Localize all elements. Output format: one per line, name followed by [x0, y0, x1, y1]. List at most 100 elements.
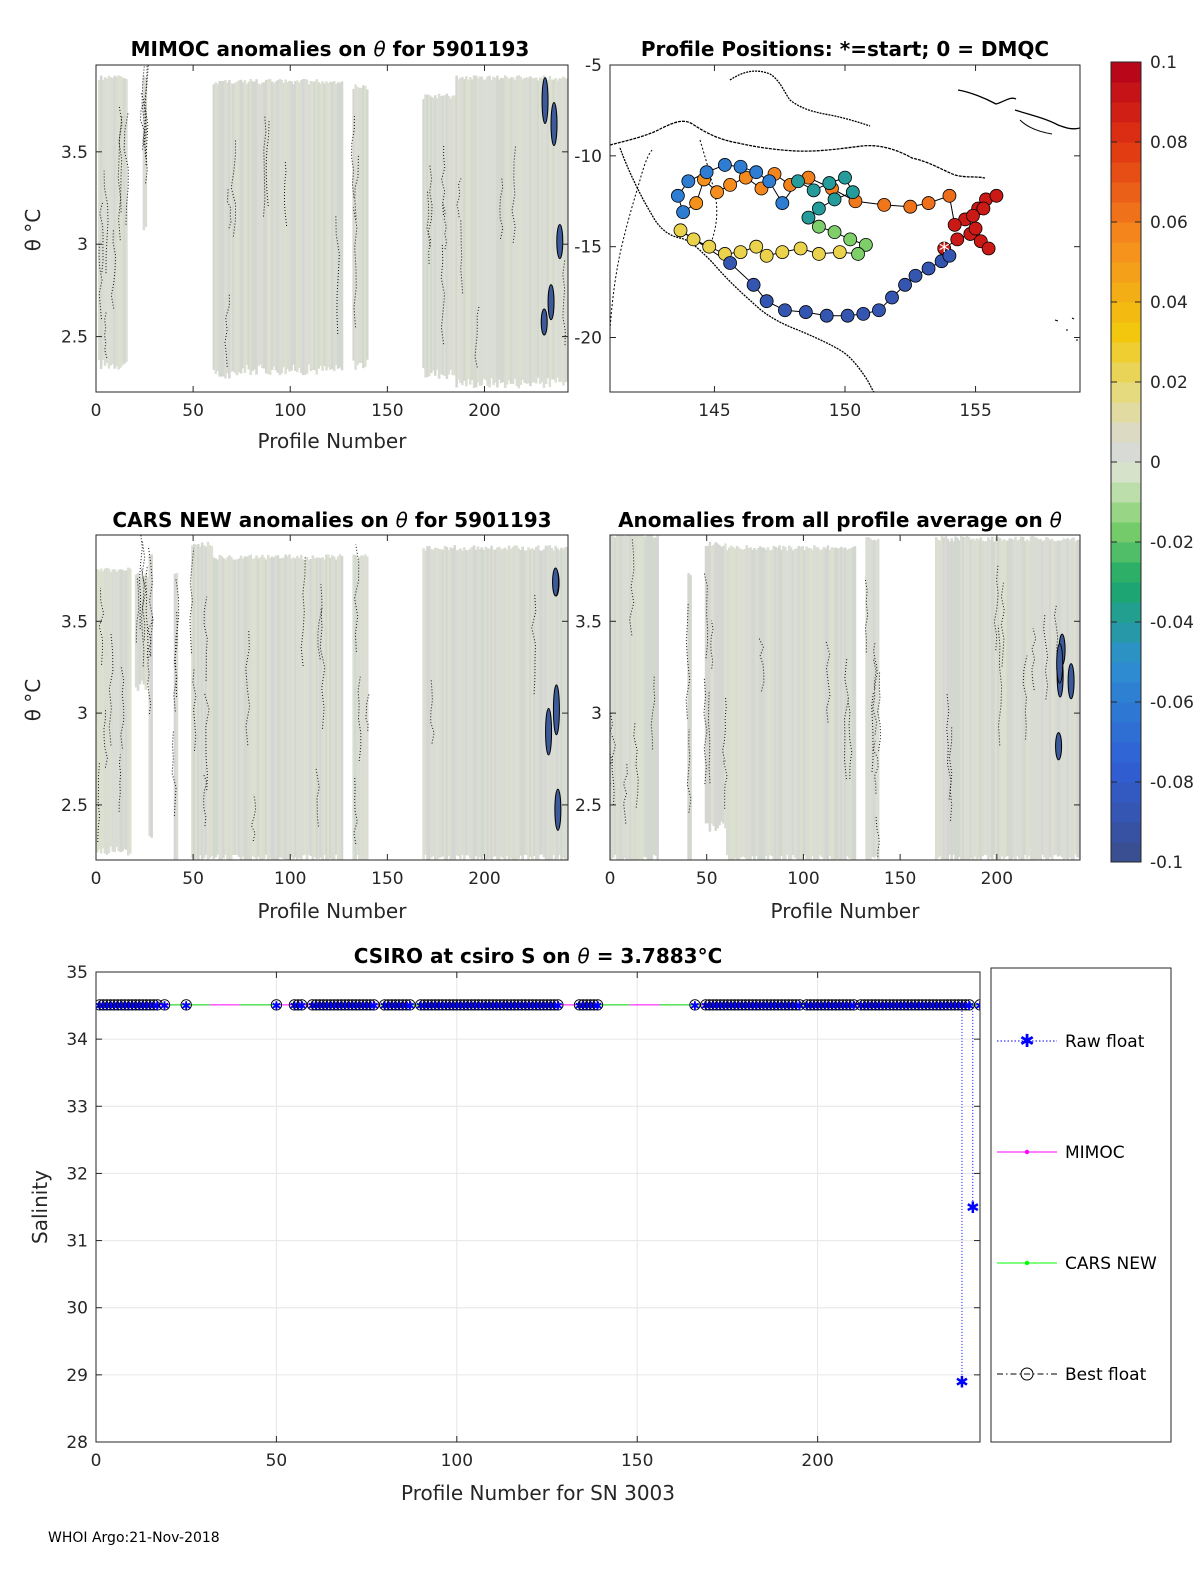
csiro-salinity-panel: CSIRO at csiro S on θ = 3.7883°C ✱✱✱✱✱✱✱…: [28, 944, 981, 1505]
mimoc-anomalies-anomaly-column: [533, 78, 536, 383]
profile-position-marker: [717, 158, 732, 172]
colorbar-tick-label: -0.1: [1150, 853, 1183, 873]
profile-average-anomalies-anomaly-column: [1010, 538, 1013, 860]
cars-anomalies-x-tick-label: 100: [274, 869, 306, 889]
cars-anomalies-anomaly-column: [288, 554, 291, 860]
profile-average-anomalies-anomaly-column: [934, 537, 938, 860]
mimoc-anomalies-anomaly-column: [321, 81, 324, 371]
mimoc-anomalies-anomaly-column: [364, 85, 367, 367]
profile-positions-panel: Profile Positions: *=start; 0 = DMQC * 1…: [574, 37, 1081, 421]
raw-float-marker: ✱: [784, 999, 794, 1013]
profile-position-marker: [733, 245, 748, 260]
profile-average-anomalies-anomaly-column: [938, 540, 942, 857]
profile-average-anomalies-anomaly-column: [640, 535, 644, 860]
colorbar-step: [1111, 782, 1141, 803]
profile-average-anomalies-anomaly-column: [789, 547, 793, 860]
cars-anomalies-anomaly-column: [282, 557, 286, 859]
mimoc-anomalies-x-tick-label: 100: [274, 401, 306, 421]
profile-average-anomalies-anomaly-column: [815, 547, 818, 860]
profile-average-anomalies-anomaly-column: [805, 546, 808, 860]
profile-average-anomalies-anomaly-column: [687, 573, 690, 860]
mimoc-anomalies-contour-line: [426, 191, 432, 264]
profile-position-marker: [759, 248, 774, 263]
mimoc-anomalies-anomaly-column: [554, 78, 557, 383]
mimoc-anomalies-anomaly-column: [334, 83, 338, 366]
cars-anomalies-anomaly-column: [422, 548, 425, 860]
mimoc-anomalies-contour-line: [224, 293, 230, 367]
mimoc-anomalies-anomaly-column: [453, 95, 456, 376]
mimoc-anomalies-anomaly-column: [315, 79, 319, 375]
profile-average-anomalies-anomaly-column: [830, 547, 834, 860]
cars-anomalies-anomaly-column: [305, 557, 309, 860]
colorbar-step: [1111, 262, 1141, 283]
mimoc-anomalies-anomaly-column: [97, 80, 101, 360]
profile-average-anomalies-negative-anomaly-blob: [1056, 643, 1064, 684]
raw-float-marker: ✱: [152, 999, 162, 1013]
raw-float-marker: ✱: [344, 999, 354, 1013]
legend-label-mimoc: MIMOC: [1065, 1143, 1125, 1163]
raw-float-marker: ✱: [831, 999, 841, 1013]
best-float-marker: [180, 999, 192, 1011]
salinity-y-tick-label: 29: [66, 1366, 88, 1386]
colorbar-step: [1111, 462, 1141, 483]
raw-float-marker: ✱: [935, 999, 945, 1013]
profile-position-marker: [778, 303, 792, 318]
salinity-y-axis-label: Salinity: [28, 1170, 52, 1244]
raw-float-marker: ✱: [715, 999, 725, 1013]
profile-average-anomalies-anomaly-column: [975, 538, 979, 860]
salinity-y-tick-label: 34: [66, 1030, 88, 1050]
profile-average-anomalies-anomaly-column: [637, 535, 640, 860]
mimoc-anomalies-anomaly-column: [255, 79, 258, 375]
cars-marker: [593, 1003, 597, 1007]
colorbar-step: [1111, 62, 1141, 83]
cars-anomalies-anomaly-column: [428, 546, 431, 860]
profile-average-anomalies-anomaly-column: [648, 535, 652, 860]
cars-marker: [553, 1003, 557, 1007]
profile-position-marker: [885, 290, 899, 305]
profile-average-anomalies-anomaly-column: [1062, 538, 1066, 860]
profile-average-anomalies-anomaly-column: [971, 538, 975, 860]
profile-average-anomalies-anomaly-column: [615, 535, 619, 860]
cars-anomalies-anomaly-column: [96, 569, 99, 853]
mimoc-anomalies-anomaly-column: [523, 77, 526, 383]
mimoc-anomalies-contour-line: [263, 114, 267, 217]
cars-anomalies-anomaly-column: [286, 556, 289, 860]
cars-anomalies-anomaly-column: [107, 568, 111, 854]
profile-position-marker: [921, 261, 936, 276]
raw-float-marker: ✱: [390, 999, 400, 1013]
mimoc-anomalies-anomaly-column: [486, 76, 489, 386]
profile-average-anomalies-contour-line: [997, 625, 1003, 746]
mimoc-anomalies-negative-anomaly-blob: [547, 284, 555, 321]
cars-anomalies-anomaly-column: [457, 549, 460, 857]
cars-anomalies-anomaly-column: [437, 548, 441, 858]
cars-anomalies-negative-anomaly-blob: [552, 567, 560, 597]
raw-float-marker: ✱: [466, 999, 476, 1013]
profile-average-anomalies-anomaly-column: [762, 547, 766, 860]
profile-position-marker: [762, 174, 777, 189]
mimoc-anomalies-anomaly-column: [218, 81, 221, 377]
profile-average-anomalies-anomaly-column: [836, 548, 839, 859]
mimoc-anomalies-anomaly-column: [515, 76, 519, 387]
cars-anomalies-anomaly-column: [480, 547, 484, 860]
cars-anomalies-anomaly-column: [173, 573, 177, 860]
profile-average-anomalies-anomaly-column: [793, 549, 797, 858]
cars-anomalies-anomaly-column: [459, 548, 462, 860]
raw-float-marker: ✱: [473, 999, 483, 1013]
profile-average-anomalies-anomaly-column: [1049, 540, 1052, 858]
cars-anomalies-anomaly-column: [317, 557, 320, 859]
cars-anomalies-anomaly-column: [331, 555, 334, 860]
profile-average-anomalies-anomaly-column: [944, 536, 948, 860]
mimoc-anomalies-anomaly-column: [466, 79, 470, 380]
raw-float-marker: ✱: [791, 999, 801, 1013]
cars-anomalies-anomaly-column: [224, 559, 227, 855]
mimoc-anomalies-anomaly-column: [105, 78, 109, 363]
mimoc-anomalies-negative-anomaly-blob: [540, 308, 548, 336]
raw-float-marker: ✱: [574, 999, 584, 1013]
cars-anomalies-anomaly-column: [245, 556, 249, 860]
cars-anomalies-anomaly-column: [433, 547, 437, 860]
raw-float-marker: ✱: [358, 999, 368, 1013]
raw-float-marker: ✱: [441, 999, 451, 1013]
raw-float-marker: ✱: [549, 999, 559, 1013]
raw-float-marker: ✱: [470, 999, 480, 1013]
profile-average-anomalies-anomaly-column: [1064, 539, 1068, 859]
